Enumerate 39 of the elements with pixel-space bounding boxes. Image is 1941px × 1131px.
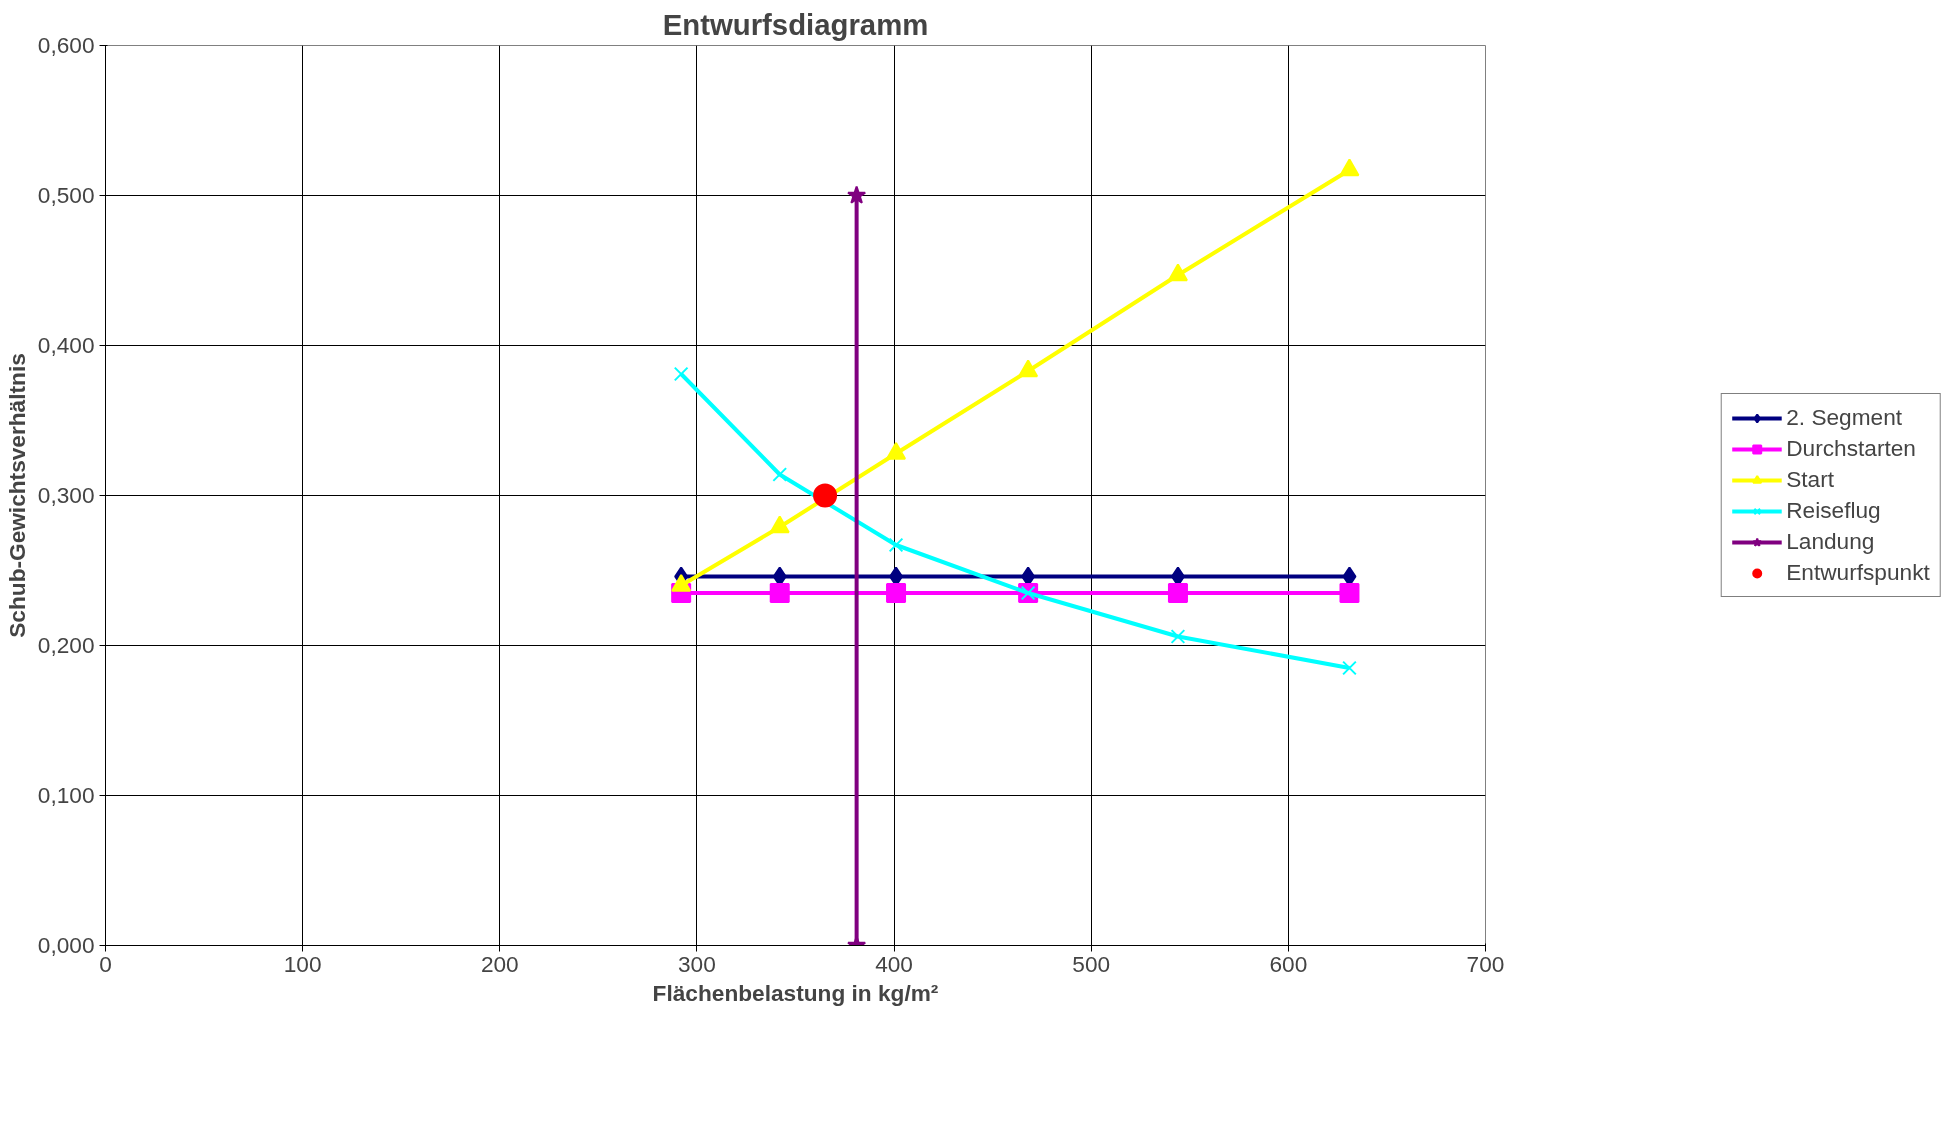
legend-label: Landung: [1786, 528, 1875, 555]
point: [769, 583, 790, 603]
point: [673, 366, 689, 382]
point: [847, 185, 867, 204]
x-tick-label: 100: [283, 950, 322, 977]
x-tick-label: 600: [1269, 950, 1308, 977]
y-tick-label: 0,100: [37, 782, 95, 808]
legend-label: Start: [1786, 466, 1835, 493]
point: [1339, 583, 1360, 603]
point: [813, 483, 838, 508]
legend-label: 2. Segment: [1786, 404, 1903, 431]
y-tick-label: 0,200: [37, 632, 95, 658]
x-axis-title: Flächenbelastung in kg/m²: [652, 979, 939, 1006]
x-tick-label: 200: [480, 950, 519, 977]
point: [1342, 660, 1357, 676]
y-axis-title: Schub-Gewichtsverhältnis: [3, 353, 30, 638]
y-tick-label: 0,500: [37, 182, 95, 208]
x-tick-label: 500: [1072, 950, 1111, 977]
y-tick-label: 0,300: [37, 482, 95, 508]
point: [1018, 359, 1039, 378]
y-tick-label: 0,600: [37, 32, 95, 58]
point: [886, 583, 907, 603]
chart-title: Entwurfsdiagramm: [662, 7, 929, 41]
legend-label: Entwurfspunkt: [1786, 559, 1930, 586]
legend-label: Reiseflug: [1786, 497, 1881, 524]
y-tick-label: 0,000: [37, 932, 95, 958]
x-tick-label: 300: [678, 950, 716, 977]
x-tick-label: 400: [875, 950, 913, 977]
legend-label: Durchstarten: [1786, 435, 1916, 462]
y-tick-label: 0,400: [37, 332, 95, 358]
x-tick-label: 700: [1466, 950, 1505, 977]
point: [1170, 629, 1186, 644]
point: [1167, 583, 1188, 603]
point: [1339, 158, 1360, 177]
point: [888, 537, 904, 553]
x-tick-label: 0: [99, 950, 112, 977]
point: [772, 467, 788, 482]
point: [886, 442, 907, 460]
point: [1167, 263, 1188, 282]
